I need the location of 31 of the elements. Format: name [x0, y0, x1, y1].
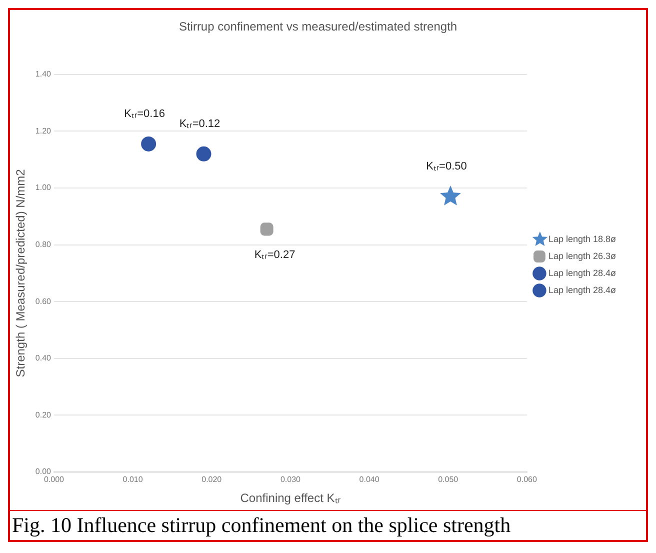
annotation: Kₜᵣ=0.12 — [179, 118, 220, 130]
y-tick-label: 1.40 — [35, 70, 52, 79]
y-tick-label: 1.00 — [35, 183, 52, 192]
x-tick-label: 0.030 — [280, 475, 302, 484]
x-tick-label: 0.000 — [44, 475, 65, 484]
point — [196, 146, 212, 162]
annotation: Kₜᵣ=0.16 — [124, 108, 165, 120]
annotation: Kₜᵣ=0.27 — [254, 249, 296, 262]
point — [141, 136, 156, 152]
annotation: Kₜᵣ=0.50 — [426, 160, 467, 173]
y-tick-label: 0.80 — [35, 240, 52, 250]
y-tick-label: 0.40 — [35, 354, 52, 363]
legend-label: Lap length 18.8ø — [548, 234, 616, 244]
y-axis-title: Strength ( Measured/predicted) N/mm2 — [14, 168, 28, 378]
x-tick-label: 0.010 — [122, 475, 144, 484]
legend-label: Lap length 28.4ø — [548, 268, 616, 278]
y-tick-label: 1.20 — [35, 126, 52, 136]
point — [440, 186, 461, 206]
x-tick-label: 0.020 — [202, 475, 222, 484]
y-tick-label: 0.00 — [35, 467, 52, 476]
x-tick-label: 0.060 — [516, 475, 538, 484]
x-tick-label: 0.040 — [359, 475, 380, 484]
point — [260, 222, 274, 236]
x-axis-title: Confining effect Kₜᵣ — [240, 491, 341, 506]
chart-title: Stirrup confinement vs measured/estimated strength — [178, 20, 458, 34]
x-tick-label: 0.050 — [438, 475, 459, 484]
y-tick-label: 0.60 — [35, 296, 52, 306]
legend-label: Lap length 26.3ø — [548, 250, 616, 261]
y-tick-label: 0.20 — [35, 410, 52, 420]
legend-label: Lap length 28.4ø — [548, 284, 616, 295]
caption: Fig. 10 Influence stirrup confinement on the splice strength — [10, 510, 646, 540]
